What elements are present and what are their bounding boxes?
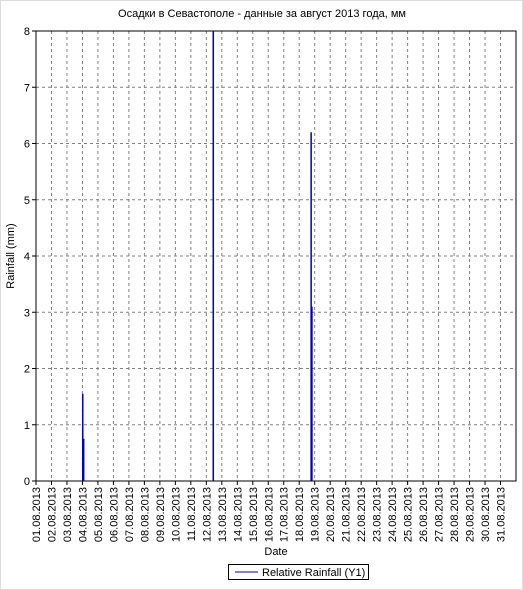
x-axis-label: Date <box>264 546 287 558</box>
x-tick-label: 31.08.2013 <box>496 487 508 542</box>
x-tick-label: 15.08.2013 <box>248 487 260 542</box>
x-tick-label: 30.08.2013 <box>480 487 492 542</box>
x-tick-label: 17.08.2013 <box>279 487 291 542</box>
x-tick-label: 24.08.2013 <box>387 487 399 542</box>
y-tick-label: 5 <box>24 195 30 207</box>
plot-frame <box>35 30 517 482</box>
y-tick-label: 6 <box>24 139 30 151</box>
y-tick-label: 8 <box>24 26 30 38</box>
x-tick-label: 09.08.2013 <box>155 487 167 542</box>
x-tick-label: 27.08.2013 <box>434 487 446 542</box>
y-tick-label: 7 <box>24 82 30 94</box>
x-tick-label: 22.08.2013 <box>356 487 368 542</box>
x-tick-label: 04.08.2013 <box>77 487 89 542</box>
x-tick-label: 13.08.2013 <box>217 487 229 542</box>
chart-title: Осадки в Севастополе - данные за август … <box>118 8 406 20</box>
x-tick-label: 03.08.2013 <box>62 487 74 542</box>
x-tick-label: 28.08.2013 <box>449 487 461 542</box>
y-tick-label: 0 <box>24 476 30 488</box>
y-axis-label: Rainfall (mm) <box>5 223 17 288</box>
y-tick-label: 3 <box>24 307 30 319</box>
x-tick-label: 25.08.2013 <box>403 487 415 542</box>
y-tick-label: 2 <box>24 364 30 376</box>
y-tick-label: 4 <box>24 251 30 263</box>
x-tick-label: 02.08.2013 <box>46 487 58 542</box>
series <box>82 31 313 481</box>
x-tick-label: 06.08.2013 <box>108 487 120 542</box>
x-tick-label: 14.08.2013 <box>232 487 244 542</box>
x-tick-label: 10.08.2013 <box>170 487 182 542</box>
x-tick-label: 01.08.2013 <box>31 487 43 542</box>
x-tick-label: 07.08.2013 <box>124 487 136 542</box>
x-tick-label: 20.08.2013 <box>325 487 337 542</box>
x-tick-label: 29.08.2013 <box>465 487 477 542</box>
x-tick-label: 16.08.2013 <box>263 487 275 542</box>
x-tick-label: 21.08.2013 <box>341 487 353 542</box>
x-tick-label: 19.08.2013 <box>310 487 322 542</box>
x-tick-label: 12.08.2013 <box>201 487 213 542</box>
y-tick-label: 1 <box>24 420 30 432</box>
x-tick-label: 05.08.2013 <box>93 487 105 542</box>
legend: Relative Rainfall (Y1) <box>228 564 369 580</box>
x-tick-label: 11.08.2013 <box>186 487 198 541</box>
x-tick-label: 23.08.2013 <box>372 487 384 542</box>
legend-label: Relative Rainfall (Y1) <box>262 567 365 579</box>
x-tick-label: 18.08.2013 <box>294 487 306 542</box>
x-tick-label: 08.08.2013 <box>139 487 151 542</box>
legend-box <box>228 564 369 580</box>
x-tick-label: 26.08.2013 <box>418 487 430 542</box>
